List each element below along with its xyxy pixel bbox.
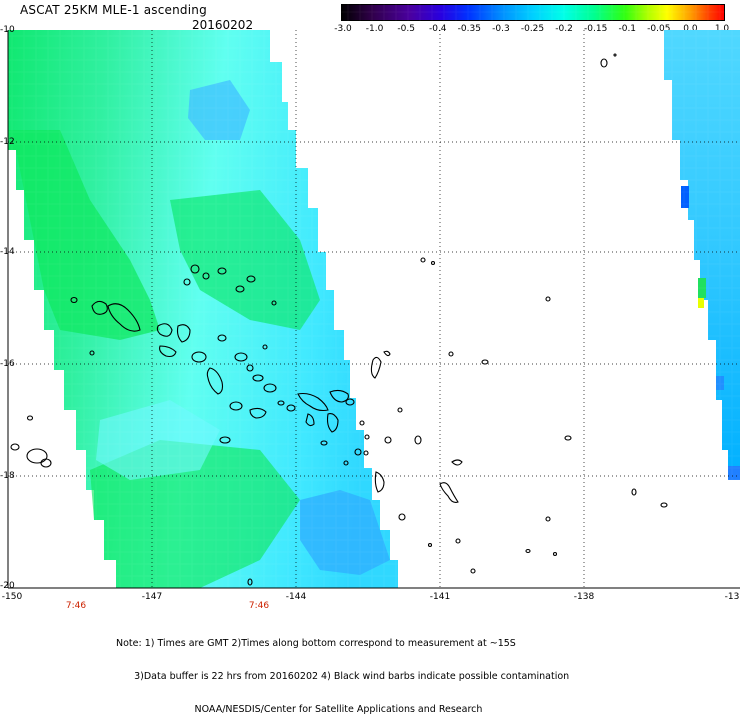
island-outlines (10, 53, 668, 586)
map-frame (7, 30, 740, 589)
footnote-line: NOAA/NESDIS/Center for Satellite Applica… (116, 704, 483, 715)
swath-right-blue-cell-2 (728, 466, 740, 480)
latitude-label: -12 (0, 137, 15, 147)
longitude-label: -150 (1, 592, 23, 602)
footnote-line: 3)Data buffer is 22 hrs from 20160202 4)… (116, 671, 570, 682)
swath-right-darkblue-cell (681, 186, 689, 208)
longitude-label: -138 (573, 592, 595, 602)
latitude-label: -18 (0, 471, 15, 481)
longitude-label: -147 (141, 592, 163, 602)
ascat-wind-map (0, 0, 740, 650)
latitude-label: -16 (0, 359, 15, 369)
longitude-label: -141 (429, 592, 451, 602)
longitude-label: -13 (724, 592, 740, 602)
time-label: 7:46 (65, 601, 87, 611)
latitude-label: -10 (0, 25, 15, 35)
swath-right-yellow-cell (698, 298, 704, 308)
swath-right-blue-cell (716, 376, 724, 390)
time-label: 7:46 (248, 601, 270, 611)
footnotes: Note: 1) Times are GMT 2)Times along bot… (116, 616, 569, 726)
swath-right-green-cell (698, 278, 706, 298)
graticule (8, 30, 740, 588)
latitude-label: -14 (0, 247, 15, 257)
footnote-line: Note: 1) Times are GMT 2)Times along bot… (116, 638, 516, 649)
latitude-label: -20 (0, 581, 15, 591)
scatterometer-swath-right (656, 30, 740, 480)
longitude-label: -144 (285, 592, 307, 602)
